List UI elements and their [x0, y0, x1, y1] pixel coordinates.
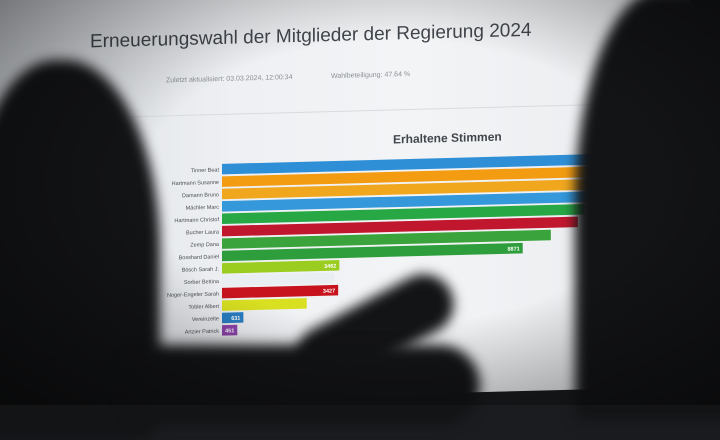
bar-value-label: 3462 — [324, 264, 336, 270]
bar — [222, 298, 307, 311]
bar-label: Hartmann Susanne — [172, 180, 219, 187]
bar-label: Bosshard Daniel — [179, 254, 219, 261]
bar-label: Tinner Beat — [191, 167, 220, 174]
bar-value-label: 451 — [225, 328, 234, 334]
arm-silhouette — [120, 345, 480, 425]
bar — [222, 272, 334, 287]
bar-label: Zemp Dana — [190, 242, 220, 249]
bar-label: Sorber Bettina — [184, 279, 220, 286]
bar-label: Bucher Laura — [186, 229, 220, 236]
bar-label: Vereinzelte — [192, 316, 219, 323]
bar — [222, 284, 339, 299]
bar-value-label: 3427 — [323, 288, 335, 294]
bar-value-label: 8871 — [507, 246, 519, 252]
bar-value-label: 631 — [231, 316, 240, 322]
bar-label: Damann Bruno — [182, 192, 219, 199]
bar-label: Artzier Patrick — [185, 329, 219, 336]
bar-label: Bösch Sarah J. — [182, 267, 220, 274]
right-person-silhouette — [575, 0, 720, 420]
bar-label: Mächler Marc — [186, 205, 220, 212]
bar — [222, 260, 340, 274]
bar-label: Hartmann Christof — [174, 217, 219, 224]
bar-label: Tobler Albert — [188, 304, 219, 311]
bar-label: Noger-Engeler Sarah — [167, 292, 219, 299]
